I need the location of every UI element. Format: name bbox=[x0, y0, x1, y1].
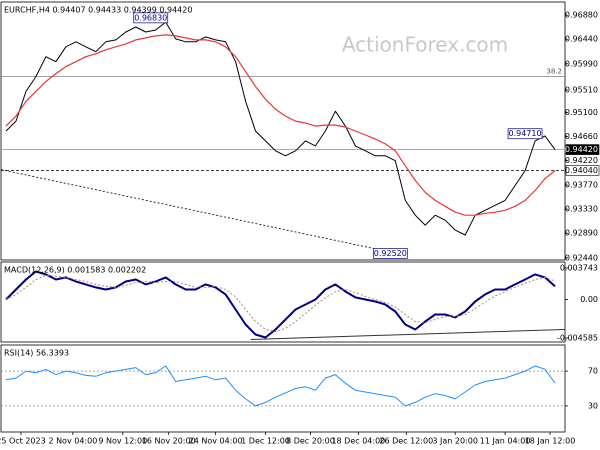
x-tick-label: 26 Dec 12:00 bbox=[379, 437, 433, 446]
y-tick-label: 0.96440 bbox=[565, 35, 598, 44]
y-tick-label: 0.94660 bbox=[565, 132, 598, 141]
y-tick-label: 0.92890 bbox=[565, 229, 598, 238]
level-label: 0.94040 bbox=[565, 166, 598, 175]
series-line bbox=[5, 270, 556, 339]
x-tick-label: 18 Dec 04:00 bbox=[331, 437, 385, 446]
y-tick-label: 0.95510 bbox=[565, 86, 598, 95]
x-tick-label: 1 Dec 12:00 bbox=[241, 437, 290, 446]
level-label-box bbox=[565, 144, 600, 155]
level-label: 0.94420 bbox=[565, 145, 598, 154]
x-tick-label: 3 Jan 20:00 bbox=[432, 437, 478, 446]
x-tick-label: 24 Nov 04:00 bbox=[189, 437, 243, 446]
y-tick-label: -0.004585 bbox=[557, 333, 598, 342]
y-tick-label: 0.003743 bbox=[560, 264, 598, 273]
y-tick-label: 0.95100 bbox=[565, 108, 598, 117]
fib-label: 38.2 bbox=[546, 67, 562, 75]
y-tick-label: 0.96880 bbox=[565, 11, 598, 20]
annotation-label: 0.94710 bbox=[509, 129, 542, 138]
x-tick-label: 25 Oct 2023 bbox=[0, 437, 46, 446]
panel-title: MACD(12,26,9) 0.001583 0.002202 bbox=[4, 266, 146, 275]
series-line bbox=[5, 365, 556, 407]
series-line bbox=[5, 21, 556, 236]
level-label-box bbox=[565, 165, 600, 176]
trendline bbox=[250, 328, 566, 340]
annotation-box bbox=[372, 248, 408, 259]
annotation-label: 0.92520 bbox=[374, 249, 407, 258]
panel-frame bbox=[0, 344, 566, 433]
y-tick-label: 0.93770 bbox=[565, 181, 598, 190]
annotation-box bbox=[507, 128, 543, 140]
panel-title: RSI(14) 56.3393 bbox=[4, 349, 69, 358]
y-tick-label: 30 bbox=[588, 401, 598, 410]
watermark: ActionForex.com bbox=[342, 33, 508, 57]
x-tick-label: 9 Nov 12:00 bbox=[98, 437, 147, 446]
x-tick-label: 16 Nov 20:00 bbox=[142, 437, 196, 446]
x-tick-label: 11 Jan 04:00 bbox=[480, 437, 531, 446]
x-tick-label: 2 Nov 04:00 bbox=[48, 437, 97, 446]
panel-title: EURCHF,H4 0.94407 0.94433 0.94399 0.9442… bbox=[4, 6, 192, 15]
series-line bbox=[5, 34, 556, 216]
trendline bbox=[0, 169, 381, 251]
x-tick-label: 18 Jan 12:00 bbox=[525, 437, 576, 446]
panel-frame bbox=[0, 1, 566, 261]
y-tick-label: 0.93330 bbox=[565, 205, 598, 214]
x-tick-label: 8 Dec 20:00 bbox=[286, 437, 335, 446]
y-tick-label: 70 bbox=[588, 367, 598, 376]
panel-frame bbox=[0, 261, 566, 343]
y-tick-label: 0.00 bbox=[580, 295, 598, 304]
annotation-label: 0.96830 bbox=[134, 13, 167, 22]
y-tick-label: 0.94220 bbox=[565, 156, 598, 165]
y-tick-label: 0.92440 bbox=[565, 253, 598, 262]
annotation-box bbox=[133, 12, 169, 24]
y-tick-label: 0.95990 bbox=[565, 59, 598, 68]
